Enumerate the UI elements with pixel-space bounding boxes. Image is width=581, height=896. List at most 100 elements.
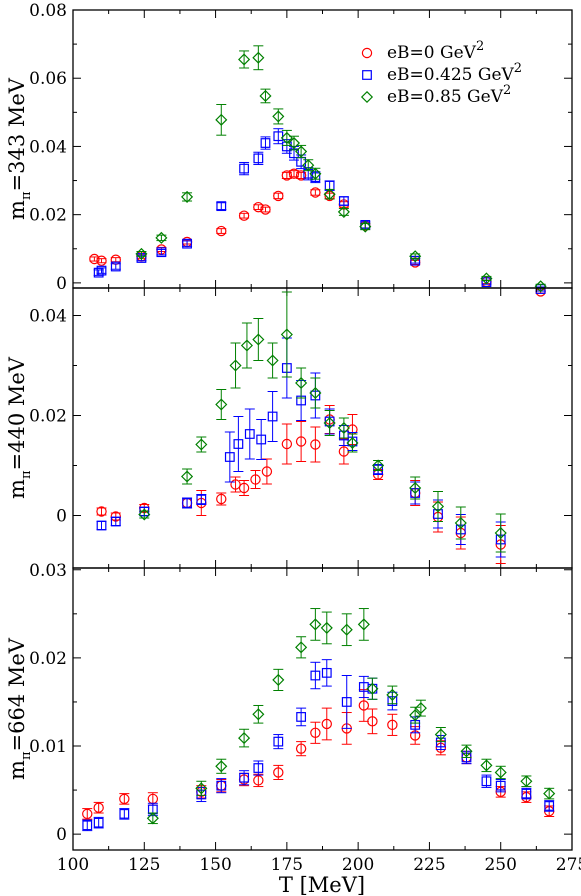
data-point [387,713,398,736]
data-point [281,423,293,465]
series-square [93,128,546,294]
data-point [295,741,307,757]
panel-2: 0 0.02 0.04 mπ=440 MeV [5,287,573,569]
data-point [309,608,322,641]
data-point [295,367,308,399]
data-point [460,744,473,758]
marker-circle [250,474,261,485]
marker-diamond [155,231,168,244]
series-circle [96,405,506,564]
marker-diamond [252,708,265,721]
marker-circle [261,466,273,477]
data-point [273,190,284,202]
data-point [215,103,228,136]
marker-diamond [295,376,308,390]
y-tick-label: 0 [56,274,67,294]
data-point [310,426,321,463]
y-tick-label: 0.02 [29,649,67,669]
x-tick-label: 225 [413,855,445,875]
marker-diamond [409,709,422,722]
marker-diamond [337,421,350,435]
marker-circle [387,719,398,731]
y-axis-title-sub: π [19,751,34,760]
marker-diamond [238,732,251,745]
marker-diamond [280,328,293,341]
marker-square [196,494,207,505]
data-point [181,468,194,485]
marker-diamond [259,89,272,103]
marker-diamond [138,508,151,521]
marker-diamond [287,136,301,150]
data-point [480,758,493,773]
data-point [261,458,273,485]
marker-square [216,780,227,791]
data-point [409,476,422,500]
y-tick-label: 0.04 [29,137,67,157]
marker-circle [230,479,241,490]
y-axis-title-rest: =440 MeV [5,356,29,470]
data-point [195,436,208,453]
data-point [252,704,265,724]
marker-diamond [323,188,336,201]
marker-diamond [272,673,285,686]
data-point [182,238,193,249]
data-point [96,506,107,517]
data-point [323,410,336,436]
marker-square [82,820,93,831]
marker-diamond [460,745,473,758]
marker-diamond [252,333,265,346]
legend-entry-2: eB=0.425 GeV2 [362,61,522,85]
marker-circle [273,190,284,202]
data-point [93,801,104,814]
marker-circle [96,255,107,266]
marker-circle [238,210,250,221]
data-point [340,613,353,647]
marker-square [216,201,227,212]
data-point [146,812,159,825]
data-point [366,677,379,700]
y-axis-title-rest: =343 MeV [5,77,29,191]
marker-diamond [480,272,493,285]
data-point [215,758,228,774]
y-tick-label: 0.08 [29,1,67,21]
data-point [216,778,227,794]
marker-circle [321,718,332,730]
marker-diamond [534,280,547,293]
marker-circle [281,170,293,181]
marker-circle [82,808,93,820]
series-diamond [135,45,547,293]
data-point [310,661,321,690]
data-point [481,774,492,788]
marker-square [239,772,249,783]
marker-diamond [337,205,350,218]
marker-square [296,712,307,722]
data-point [253,151,264,166]
series-square [82,659,555,832]
x-tick-label: 175 [271,855,303,875]
data-point [239,161,250,176]
data-point [244,408,255,460]
marker-diamond [195,438,208,451]
data-point [252,318,265,361]
marker-square [321,667,332,678]
data-point [230,476,241,493]
y-axis-title: mπ=343 MeV [5,77,34,220]
data-point [281,170,293,181]
marker-circle [295,436,307,447]
series-circle [89,168,546,297]
data-point [181,190,194,203]
marker-diamond [302,159,315,172]
marker-diamond [372,459,385,472]
marker-square [182,238,192,249]
marker-diamond [215,760,228,773]
legend-label-sup: 2 [514,61,522,76]
data-point [238,480,250,496]
marker-diamond [346,436,359,450]
data-point [431,491,445,522]
marker-square [110,261,121,272]
marker-diamond [240,339,253,352]
marker-square [244,429,255,439]
marker-diamond [357,618,370,631]
marker-diamond [360,90,374,104]
